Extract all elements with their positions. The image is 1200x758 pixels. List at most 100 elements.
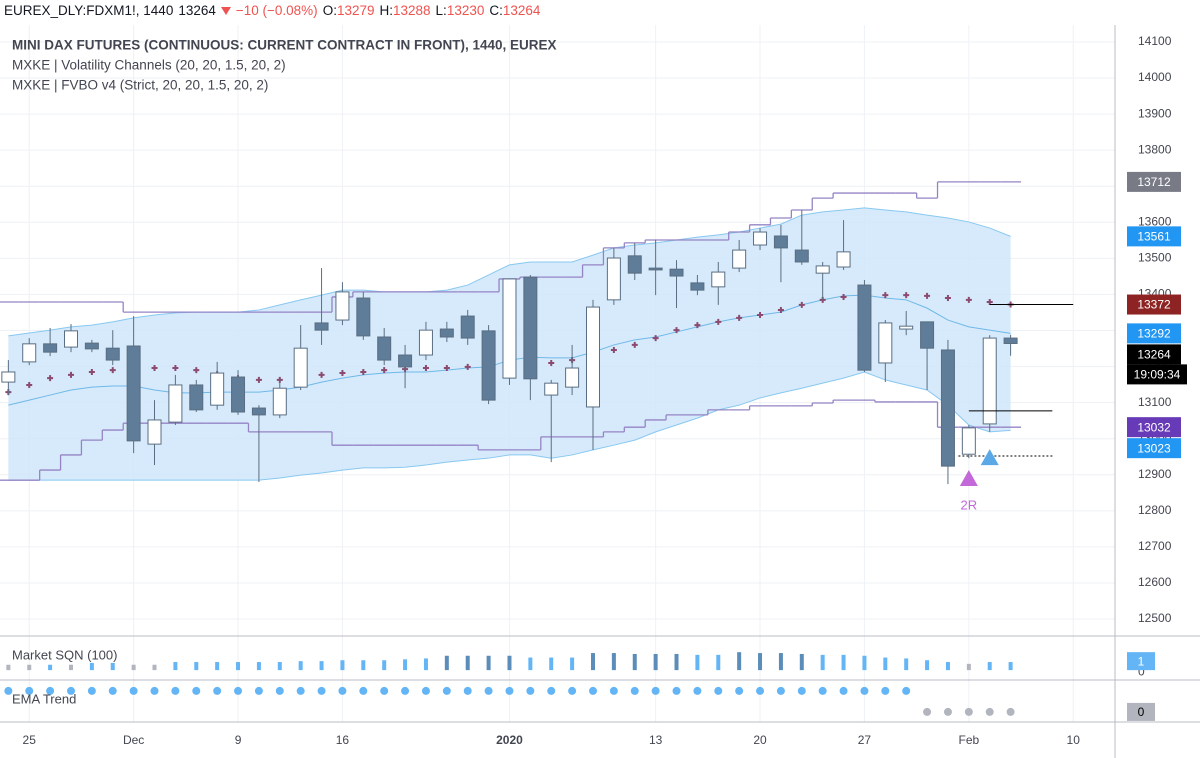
price-tag [1127, 438, 1181, 459]
sqn-bar [716, 654, 721, 671]
price-tag-label: 13292 [1137, 327, 1171, 341]
countdown: 19:09:34 [1134, 368, 1181, 382]
trend-dot [317, 686, 326, 695]
sqn-bar [319, 661, 324, 671]
trend-dot [693, 686, 702, 695]
sqn-bar [758, 653, 763, 671]
candle-body [84, 342, 99, 350]
price-tag-label: 13023 [1137, 441, 1171, 455]
sqn-bar [778, 653, 783, 671]
sqn-bar [799, 653, 804, 671]
sqn-bar [6, 664, 11, 671]
trend-dot [4, 686, 13, 695]
x-tick-label: 10 [1067, 733, 1081, 747]
stop-cross [318, 371, 325, 378]
trend-dot [568, 686, 577, 695]
trend-dot [839, 686, 848, 695]
trend-dot [588, 686, 597, 695]
sqn-bar [465, 655, 470, 671]
symbol[interactable]: EUREX_DLY:FDXM1!, 1440 [4, 3, 174, 18]
trend-dot [171, 686, 180, 695]
stop-cross [67, 371, 74, 378]
candle-body [711, 271, 726, 288]
band-upper [8, 207, 1011, 337]
candle-body [627, 255, 642, 274]
c-label: C: [489, 3, 503, 18]
panel-tick-label: 0 [1138, 664, 1145, 678]
sqn-bar [403, 659, 408, 671]
trend-dot [943, 707, 952, 716]
candle-body [210, 372, 225, 406]
candle-body [690, 282, 705, 291]
sqn-bar [89, 662, 94, 671]
sqn-bar [966, 663, 971, 671]
candle-body [168, 384, 183, 423]
candle-body [920, 321, 935, 349]
trend-dot [338, 686, 347, 695]
sqn-bar [361, 660, 366, 671]
y-tick-label: 12700 [1138, 539, 1172, 553]
price-tag [1127, 323, 1181, 344]
sqn-bar [945, 662, 950, 671]
stop-cross [715, 318, 722, 325]
candle-body [251, 407, 266, 416]
trend-dot [630, 686, 639, 695]
x-tick-label: Feb [958, 733, 979, 747]
trend-dot [776, 686, 785, 695]
stop-cross [47, 375, 54, 382]
chart-title: MINI DAX FUTURES (CONTINUOUS: CURRENT CO… [12, 38, 557, 53]
candle-body [753, 231, 768, 246]
trend-dot [735, 686, 744, 695]
price-tag-label: 13372 [1137, 298, 1171, 312]
y-tick-label: 12800 [1138, 503, 1172, 517]
trend-dot [108, 686, 117, 695]
down-arrow [220, 6, 231, 15]
candle-body [293, 347, 308, 388]
stop-cross [548, 359, 555, 366]
stop-cross [381, 367, 388, 374]
candle-body [335, 291, 350, 321]
candle-body [377, 336, 392, 361]
candle-body [481, 330, 496, 401]
sqn-bar [131, 664, 136, 671]
sqn-bar [549, 657, 554, 671]
stop-cross [631, 341, 638, 348]
x-tick-label: 2020 [496, 733, 523, 747]
y-tick-label: 13100 [1138, 395, 1172, 409]
stop-cross [840, 293, 847, 300]
trend-dot [547, 686, 556, 695]
trend-dot [129, 686, 138, 695]
price-tag-label: 13032 [1137, 420, 1171, 434]
sqn-bar [68, 664, 73, 671]
trend-dot [296, 686, 305, 695]
stop-cross [26, 381, 33, 388]
candle-body [523, 276, 538, 380]
panel-tag [1127, 702, 1155, 721]
candle-body [63, 330, 78, 348]
trend-dot [902, 686, 911, 695]
sqn-bar [256, 662, 261, 671]
trend-dot [254, 686, 263, 695]
candle-body [418, 329, 433, 356]
symbol-header: EUREX_DLY:FDXM1!, 1440 13264 −10 (−0.08%… [4, 3, 540, 18]
signal-label: 2R [961, 497, 978, 512]
sqn-bar [674, 653, 679, 671]
l-label: L: [435, 3, 447, 18]
stop-cross [798, 301, 805, 308]
y-tick-label: 13500 [1138, 251, 1172, 265]
sqn-bar [194, 662, 199, 671]
stop-cross [903, 292, 910, 299]
candle-body [231, 376, 246, 413]
candle-body [565, 367, 580, 388]
trend-dot [985, 707, 994, 716]
trend-dot [46, 686, 55, 695]
candle-body [502, 278, 517, 379]
trend-dot [66, 686, 75, 695]
sqn-bar [444, 655, 449, 671]
candle-body [669, 268, 684, 277]
panel-tag-label: 0 [1138, 705, 1145, 719]
candle-body [272, 387, 287, 416]
sqn-bar [340, 660, 345, 671]
stop-cross [610, 346, 617, 353]
candle-body [43, 343, 58, 353]
